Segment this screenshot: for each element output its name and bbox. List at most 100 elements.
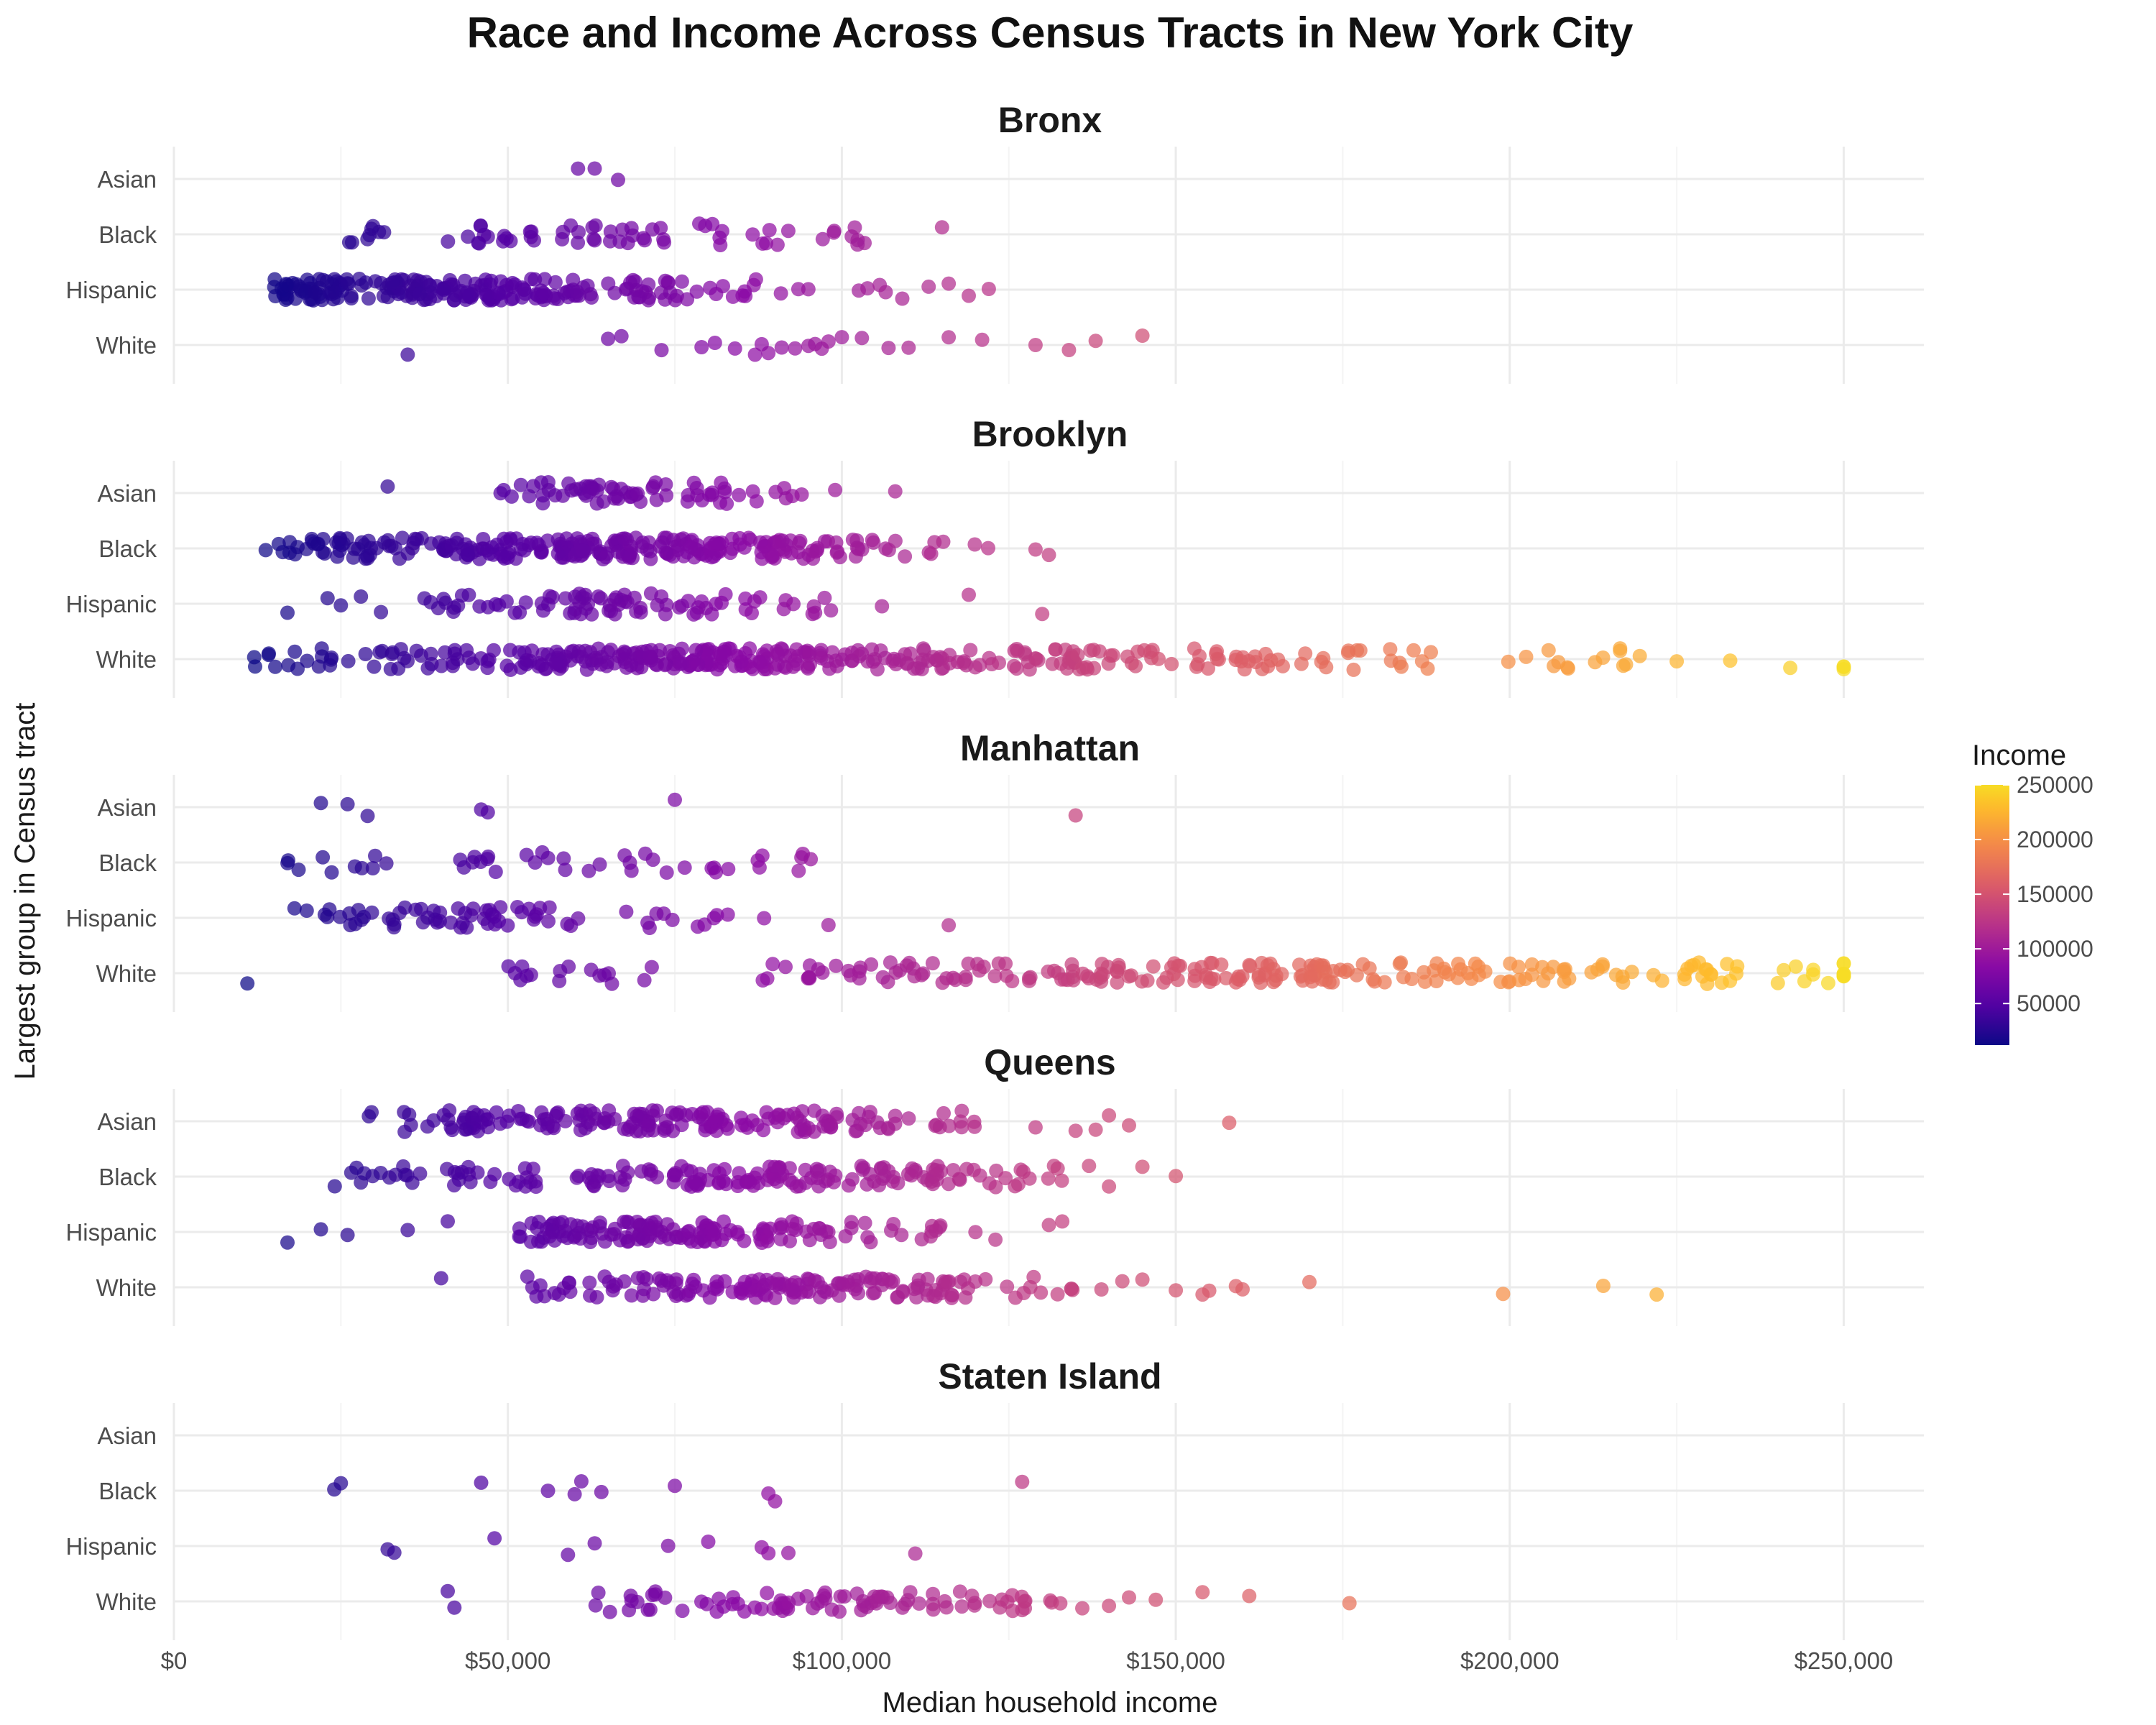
- data-point: [1016, 1164, 1031, 1179]
- data-point: [1102, 1598, 1117, 1614]
- data-point: [770, 1271, 785, 1287]
- data-point: [812, 1163, 827, 1178]
- data-point: [470, 1108, 485, 1123]
- data-point: [645, 1588, 660, 1603]
- data-point: [831, 1288, 847, 1303]
- data-point: [1541, 966, 1556, 981]
- data-point: [1493, 975, 1508, 990]
- data-point: [675, 656, 690, 671]
- data-point: [556, 1281, 571, 1296]
- data-point: [615, 549, 630, 564]
- data-point: [1018, 1593, 1033, 1609]
- data-point: [513, 477, 528, 492]
- data-point: [1169, 1283, 1184, 1298]
- data-point: [536, 285, 551, 300]
- data-point: [1519, 649, 1534, 664]
- data-point: [817, 590, 832, 605]
- data-point: [824, 603, 839, 618]
- data-point: [1075, 1601, 1089, 1616]
- data-point: [400, 1223, 415, 1238]
- data-point: [867, 1285, 882, 1300]
- data-point: [1041, 1218, 1056, 1233]
- data-point: [473, 218, 488, 234]
- data-point: [864, 957, 879, 972]
- data-point: [1135, 1159, 1150, 1174]
- data-point: [320, 591, 335, 606]
- data-point: [636, 231, 651, 246]
- data-point: [794, 487, 809, 502]
- data-point: [763, 1221, 778, 1236]
- data-point: [719, 496, 734, 511]
- data-point: [829, 535, 844, 550]
- data-point: [1298, 646, 1313, 661]
- data-point: [650, 1103, 664, 1118]
- data-point: [732, 650, 747, 665]
- data-point: [981, 282, 996, 296]
- data-point: [668, 1289, 683, 1303]
- data-point: [397, 900, 413, 915]
- data-point: [929, 653, 944, 668]
- data-point: [258, 543, 273, 558]
- data-point: [583, 1288, 597, 1303]
- data-point: [1242, 957, 1257, 972]
- data-point: [694, 1594, 709, 1609]
- data-point: [654, 285, 668, 300]
- data-point: [1068, 808, 1083, 823]
- data-point: [792, 535, 806, 551]
- data-point: [706, 549, 722, 564]
- data-point: [459, 643, 474, 658]
- data-point: [762, 223, 777, 238]
- data-point: [735, 288, 750, 303]
- data-point: [754, 1601, 769, 1616]
- data-point: [471, 1123, 485, 1138]
- data-point: [888, 484, 903, 499]
- data-point: [970, 957, 985, 972]
- data-point: [548, 275, 563, 290]
- data-point: [1164, 656, 1179, 671]
- data-point: [717, 484, 732, 500]
- data-point: [442, 1103, 457, 1118]
- data-point: [423, 646, 438, 661]
- data-point: [315, 850, 331, 865]
- data-point: [959, 658, 974, 673]
- data-point: [540, 1484, 556, 1499]
- data-point: [320, 909, 335, 924]
- data-point: [601, 331, 616, 346]
- data-point: [518, 595, 533, 610]
- data-point: [1353, 643, 1368, 658]
- data-point: [794, 850, 809, 865]
- y-tick-label: Hispanic: [65, 905, 157, 932]
- data-point: [1045, 656, 1060, 671]
- data-point: [470, 1165, 485, 1180]
- y-tick-label: Hispanic: [65, 277, 157, 303]
- data-point: [752, 860, 767, 875]
- data-point: [328, 285, 343, 300]
- data-point: [1314, 654, 1329, 669]
- data-point: [589, 496, 604, 511]
- data-points: [240, 161, 1851, 1619]
- data-point: [534, 543, 549, 558]
- data-point: [1590, 962, 1605, 977]
- data-point: [605, 1283, 620, 1298]
- data-point: [778, 960, 793, 975]
- data-point: [968, 1225, 983, 1240]
- data-point: [967, 537, 982, 552]
- data-point: [742, 641, 757, 656]
- data-point: [1615, 969, 1630, 984]
- data-point: [786, 659, 801, 674]
- data-point: [688, 1174, 703, 1190]
- data-point: [761, 1546, 776, 1560]
- data-point: [441, 1214, 455, 1229]
- data-point: [434, 658, 449, 673]
- data-point: [786, 1290, 801, 1305]
- data-point: [339, 531, 354, 546]
- data-point: [789, 1216, 804, 1231]
- data-point: [1222, 1116, 1237, 1131]
- data-point: [909, 1289, 924, 1305]
- data-point: [571, 161, 586, 176]
- data-point: [778, 544, 793, 559]
- data-point: [701, 1535, 716, 1549]
- legend-tick-label: 100000: [2017, 936, 2093, 962]
- data-point: [851, 541, 866, 556]
- data-point: [883, 955, 898, 970]
